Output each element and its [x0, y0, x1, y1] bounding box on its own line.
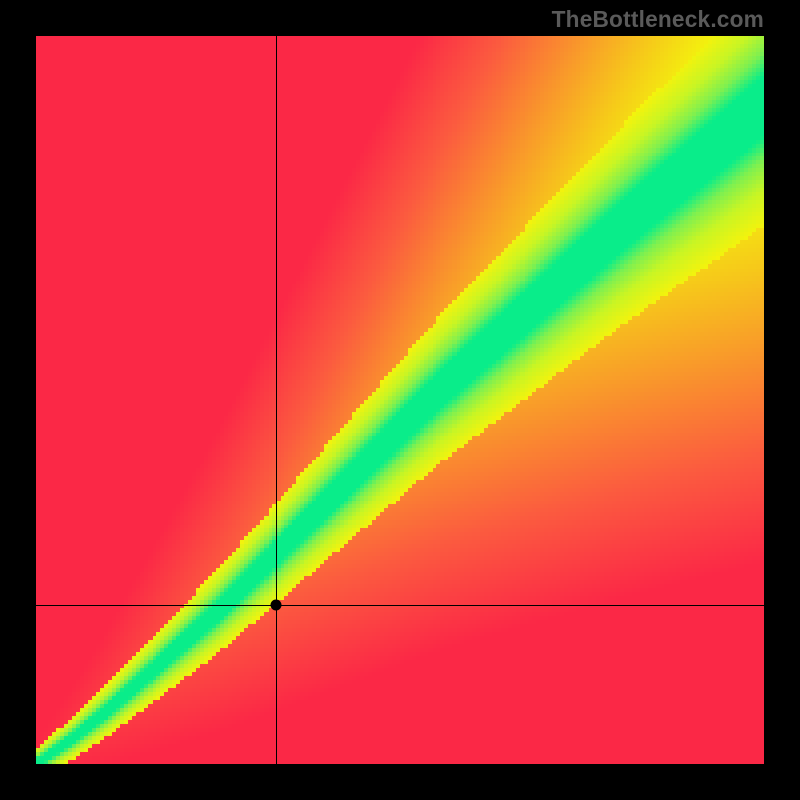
crosshair-vertical: [276, 36, 277, 764]
watermark: TheBottleneck.com: [552, 6, 764, 33]
crosshair-horizontal: [36, 605, 764, 606]
crosshair-marker: [271, 600, 282, 611]
heatmap-canvas: [36, 36, 764, 764]
plot-area: [36, 36, 764, 764]
chart-container: TheBottleneck.com: [0, 0, 800, 800]
